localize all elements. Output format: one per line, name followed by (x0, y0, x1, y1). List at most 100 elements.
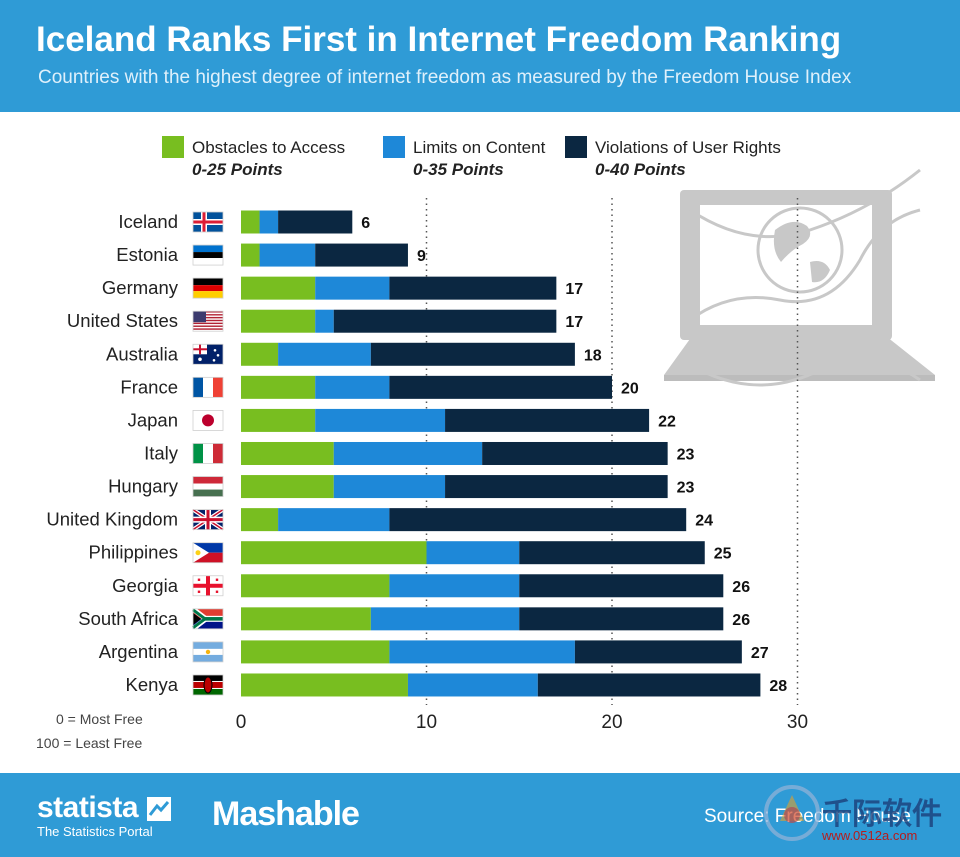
flag-part (205, 617, 223, 621)
category-label: Italy (144, 442, 179, 463)
flag-part (193, 316, 223, 319)
bar-segment (315, 276, 390, 300)
flag-part (193, 443, 203, 464)
bar-segment (333, 441, 483, 465)
flag-border (192, 376, 224, 398)
bar-segment (241, 475, 334, 499)
category-label: Iceland (118, 211, 178, 232)
legend-swatch-content (383, 136, 405, 158)
chart-title: Iceland Ranks First in Internet Freedom … (36, 20, 842, 59)
x-tick-label: 10 (416, 712, 437, 733)
flag-part (193, 325, 223, 327)
flag-icon (192, 277, 224, 299)
note-most-free: 0 = Most Free (56, 711, 143, 727)
flag-part (193, 311, 206, 323)
flag-border (192, 509, 224, 531)
flag-part (193, 552, 223, 563)
flag-part (193, 311, 223, 313)
legend-range: 0-35 Points (413, 160, 504, 179)
bar-segment (537, 673, 761, 697)
flag-part (193, 314, 223, 316)
bar-segment (241, 574, 390, 598)
watermark-logo-icon (764, 785, 820, 841)
watermark-text: 千际软件 (822, 798, 942, 831)
flag-part (193, 476, 223, 484)
bar-segment (241, 673, 408, 697)
bar-series (241, 210, 761, 697)
flag-part (193, 319, 223, 322)
category-label: Japan (128, 409, 178, 430)
bar-chart: Iceland Estonia Germany United States Austra… (46, 168, 935, 733)
flag-icon (192, 542, 224, 564)
bar-segment (315, 309, 334, 333)
flag-part (193, 612, 201, 625)
bar-segment (241, 243, 260, 267)
bar-segment (389, 276, 557, 300)
flag-part (193, 542, 209, 563)
flag-icon (192, 476, 224, 497)
total-label: 28 (769, 678, 787, 695)
flag-icon (192, 410, 224, 431)
flag-part (203, 443, 213, 464)
total-label: 24 (695, 513, 713, 530)
flag-part (193, 245, 223, 253)
legend-label: Obstacles to Access (192, 138, 346, 157)
flag-border (192, 343, 224, 365)
flag-border (192, 542, 224, 564)
bar-segment (426, 541, 520, 565)
flag-part (205, 649, 211, 655)
total-label: 23 (677, 480, 695, 497)
category-label: Kenya (126, 674, 179, 695)
flag-part (198, 357, 202, 362)
bar-segment (445, 475, 668, 499)
flag-part (195, 550, 201, 556)
note-least-free: 100 = Least Free (36, 735, 143, 751)
total-label: 20 (621, 380, 639, 397)
brand-tagline: The Statistics Portal (37, 824, 153, 839)
bar-segment (241, 375, 316, 399)
flag-icon (192, 376, 224, 398)
flag-border (192, 211, 224, 233)
flag-icon (192, 343, 224, 365)
legend-label: Limits on Content (413, 138, 546, 157)
total-label: 17 (565, 281, 583, 298)
flag-part (193, 322, 223, 325)
bar-segment (241, 309, 316, 333)
category-label: France (120, 376, 178, 397)
flag-part (192, 608, 208, 630)
bar-segment (519, 607, 724, 631)
bar-segment (574, 640, 742, 664)
category-label: Estonia (116, 244, 178, 265)
flag-border (192, 244, 224, 266)
category-label: United States (67, 310, 178, 331)
bar-segment (370, 607, 520, 631)
bar-segment (389, 640, 575, 664)
brand-logo-text: statista (37, 791, 139, 824)
bar-segment (241, 541, 427, 565)
flag-part (193, 220, 223, 224)
bar-segment (241, 640, 390, 664)
flag-icon (191, 606, 224, 631)
bar-segment (241, 441, 334, 465)
bar-segment (333, 309, 557, 333)
flag-icon (192, 674, 224, 696)
flag-icon (192, 575, 224, 597)
bar-segment (259, 210, 279, 234)
bar-segment (389, 574, 520, 598)
flag-part (193, 654, 223, 662)
legend-range: 0-40 Points (595, 160, 686, 179)
flag-part (199, 344, 201, 355)
flag-border (192, 608, 224, 630)
flag-icons (191, 211, 225, 696)
flag-border (192, 410, 224, 431)
bar-segment (278, 210, 353, 234)
legend-range: 0-25 Points (192, 160, 283, 179)
bar-segment (389, 508, 687, 532)
brand-logo-icon (147, 797, 171, 821)
total-label: 26 (732, 612, 750, 629)
bar-segment (241, 508, 279, 532)
bar-segment (333, 475, 446, 499)
flag-border (192, 575, 224, 597)
bar-segment (241, 607, 371, 631)
total-label: 6 (361, 215, 370, 232)
